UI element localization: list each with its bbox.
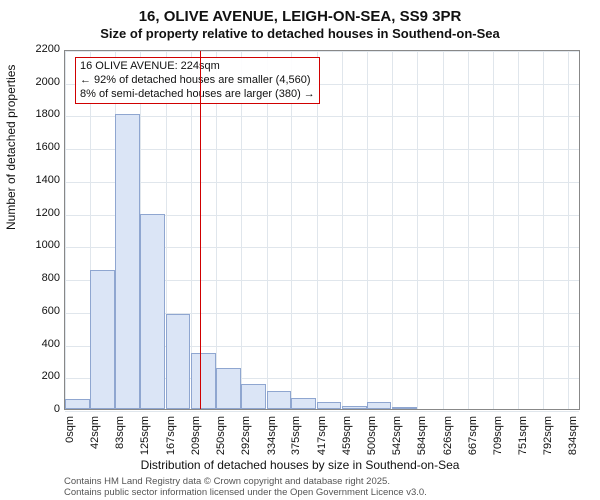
x-tick-label: 542sqm: [391, 416, 403, 476]
histogram-bar: [392, 407, 417, 409]
x-tick-label: 334sqm: [266, 416, 278, 476]
y-tick-label: 2200: [10, 43, 60, 55]
y-tick-label: 400: [10, 338, 60, 350]
attribution-line2: Contains public sector information licen…: [64, 487, 427, 498]
histogram-bar: [267, 391, 292, 409]
chart-container: 16, OLIVE AVENUE, LEIGH-ON-SEA, SS9 3PR …: [0, 0, 600, 500]
gridline-v: [543, 51, 544, 409]
y-tick-label: 0: [10, 403, 60, 415]
plot-area: 16 OLIVE AVENUE: 224sqm ← 92% of detache…: [64, 50, 580, 410]
gridline-v: [568, 51, 569, 409]
x-tick-label: 500sqm: [366, 416, 378, 476]
x-tick-label: 292sqm: [240, 416, 252, 476]
x-tick-label: 209sqm: [190, 416, 202, 476]
histogram-bar: [65, 399, 90, 409]
y-tick-label: 1800: [10, 108, 60, 120]
chart-title-sub: Size of property relative to detached ho…: [0, 26, 600, 41]
gridline-h: [65, 116, 579, 117]
gridline-v: [493, 51, 494, 409]
gridline-v: [392, 51, 393, 409]
callout-box: 16 OLIVE AVENUE: 224sqm ← 92% of detache…: [75, 57, 320, 104]
x-tick-label: 375sqm: [290, 416, 302, 476]
y-tick-label: 1200: [10, 207, 60, 219]
gridline-v: [468, 51, 469, 409]
gridline-h: [65, 149, 579, 150]
callout-smaller-line: ← 92% of detached houses are smaller (4,…: [80, 74, 315, 88]
y-tick-label: 1600: [10, 141, 60, 153]
gridline-h: [65, 411, 579, 412]
gridline-v: [65, 51, 66, 409]
callout-header: 16 OLIVE AVENUE: 224sqm: [80, 60, 315, 74]
x-tick-label: 125sqm: [139, 416, 151, 476]
x-tick-label: 709sqm: [492, 416, 504, 476]
y-tick-label: 1000: [10, 239, 60, 251]
x-tick-label: 626sqm: [442, 416, 454, 476]
gridline-v: [291, 51, 292, 409]
gridline-h: [65, 182, 579, 183]
x-tick-label: 459sqm: [341, 416, 353, 476]
gridline-v: [241, 51, 242, 409]
chart-title-main: 16, OLIVE AVENUE, LEIGH-ON-SEA, SS9 3PR: [0, 8, 600, 25]
gridline-h: [65, 51, 579, 52]
histogram-bar: [291, 398, 316, 409]
histogram-bar: [191, 353, 216, 409]
y-tick-label: 800: [10, 272, 60, 284]
histogram-bar: [140, 214, 165, 409]
x-tick-label: 42sqm: [89, 416, 101, 476]
gridline-v: [216, 51, 217, 409]
y-tick-label: 600: [10, 305, 60, 317]
gridline-v: [367, 51, 368, 409]
x-tick-label: 0sqm: [64, 416, 76, 476]
histogram-bar: [216, 368, 241, 409]
attribution-line1: Contains HM Land Registry data © Crown c…: [64, 476, 427, 487]
gridline-v: [267, 51, 268, 409]
x-tick-label: 250sqm: [215, 416, 227, 476]
x-tick-label: 792sqm: [542, 416, 554, 476]
histogram-bar: [317, 402, 342, 409]
x-tick-label: 83sqm: [114, 416, 126, 476]
x-tick-label: 584sqm: [416, 416, 428, 476]
attribution-block: Contains HM Land Registry data © Crown c…: [64, 476, 427, 499]
x-tick-label: 417sqm: [316, 416, 328, 476]
x-tick-label: 667sqm: [467, 416, 479, 476]
histogram-bar: [241, 384, 266, 409]
x-tick-label: 167sqm: [165, 416, 177, 476]
reference-line: [200, 51, 201, 409]
histogram-bar: [90, 270, 115, 409]
gridline-v: [342, 51, 343, 409]
y-tick-label: 2000: [10, 76, 60, 88]
histogram-bar: [166, 314, 191, 409]
callout-larger-line: 8% of semi-detached houses are larger (3…: [80, 88, 315, 102]
y-tick-label: 1400: [10, 174, 60, 186]
y-tick-label: 200: [10, 370, 60, 382]
x-tick-label: 751sqm: [517, 416, 529, 476]
x-tick-label: 834sqm: [567, 416, 579, 476]
gridline-v: [317, 51, 318, 409]
gridline-v: [518, 51, 519, 409]
gridline-v: [443, 51, 444, 409]
histogram-bar: [115, 114, 140, 409]
histogram-bar: [342, 406, 367, 409]
gridline-v: [417, 51, 418, 409]
histogram-bar: [367, 402, 392, 409]
